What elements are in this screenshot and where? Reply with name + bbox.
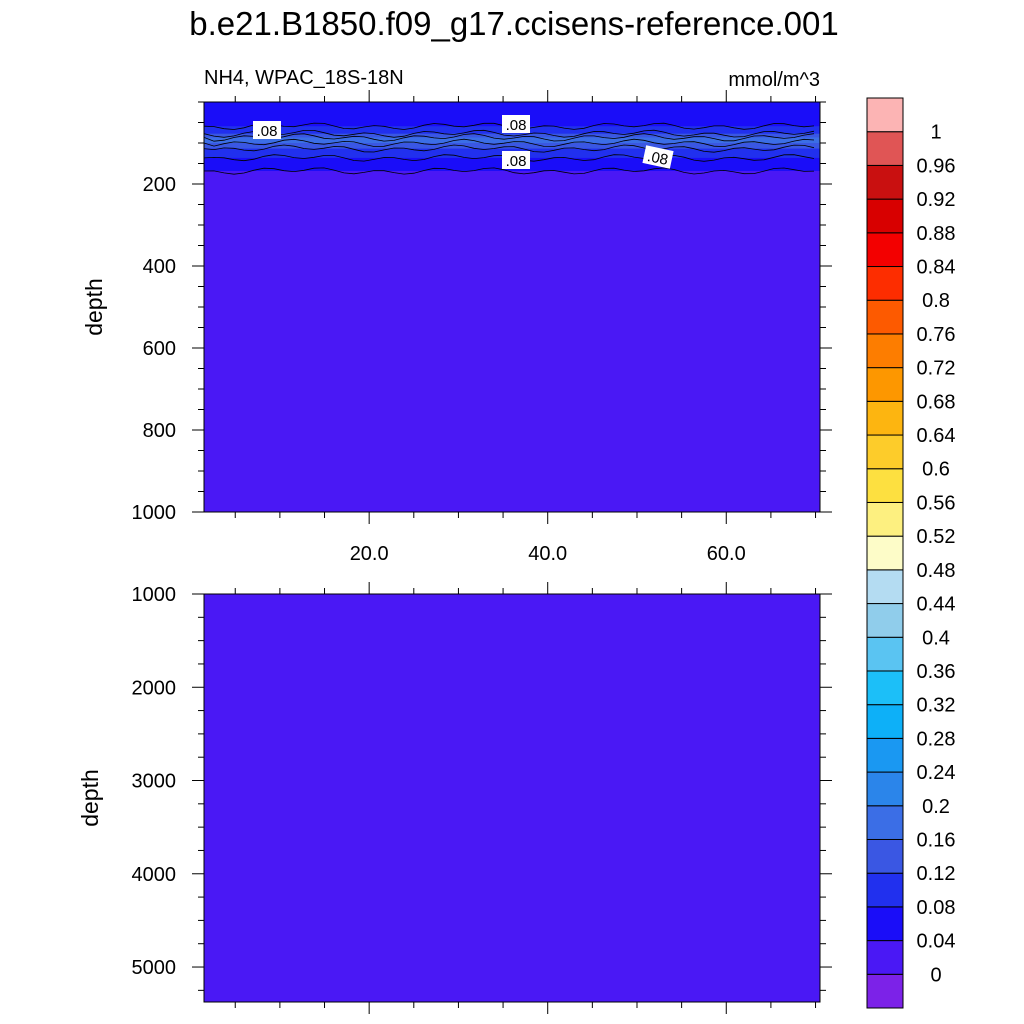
colorbar-label: 0.2: [922, 796, 950, 818]
upper-y-axis-label: depth: [81, 278, 107, 336]
contour-label-text: .08: [506, 153, 527, 170]
colorbar-box: [866, 569, 904, 605]
contour-label-text: .08: [257, 123, 278, 140]
colorbar-box: [866, 906, 904, 942]
depth-band: [204, 143, 820, 150]
colorbar-box: [866, 367, 904, 402]
colorbar-box: [866, 670, 904, 706]
y-tick-label: 200: [143, 174, 176, 196]
y-tick-label: 400: [143, 256, 176, 278]
colorbar-box: [866, 164, 904, 200]
y-tick-label: 4000: [132, 864, 177, 886]
contour-label-box: [502, 151, 530, 169]
colorbar-box: [866, 333, 904, 369]
x-tick-label: 60.0: [707, 543, 746, 565]
colorbar-box: [866, 704, 904, 739]
colorbar-box: [866, 232, 904, 268]
contour-label: .08: [502, 151, 530, 170]
lower-y-axis-label: depth: [77, 769, 103, 827]
y-tick-label: 2000: [132, 677, 177, 699]
contour-line: [203, 129, 815, 138]
contour-label-box: [253, 121, 281, 139]
colorbar-box: [866, 636, 904, 672]
chart-title: b.e21.B1850.f09_g17.ccisens-reference.00…: [189, 5, 838, 42]
y-tick-label: 600: [143, 338, 176, 360]
colorbar-box: [866, 400, 904, 436]
colorbar-box: [866, 434, 904, 470]
y-tick-label: 1000: [132, 502, 177, 524]
colorbar-box: [866, 198, 904, 234]
units-label: mmol/m^3: [728, 69, 820, 91]
colorbar-label: 0.36: [917, 661, 956, 683]
contour-line: [203, 144, 815, 153]
colorbar-label: 0.32: [917, 695, 956, 717]
colorbar-box: [866, 535, 904, 571]
contour-label-box: [502, 115, 530, 133]
colorbar-label: 0.72: [917, 358, 956, 380]
colorbar-box: [866, 266, 904, 301]
colorbar-label: 0.8: [922, 290, 950, 312]
colorbar-box: [866, 973, 904, 1009]
colorbar-label: 0.56: [917, 492, 956, 514]
colorbar-box: [866, 872, 904, 908]
lower-panel: 1000 2000 3000 4000 5000: [132, 582, 832, 1014]
y-tick-label: 1000: [132, 584, 177, 606]
colorbar-label: 0: [930, 964, 941, 986]
y-tick-label: 3000: [132, 771, 177, 793]
contour-line: [203, 133, 815, 142]
colorbar-label: 0.92: [917, 189, 956, 211]
colorbar-label: 0.88: [917, 223, 956, 245]
colorbar-label: 0.52: [917, 526, 956, 548]
contour-line: [203, 167, 815, 175]
contour-label: .08: [502, 115, 530, 134]
x-tick-label: 20.0: [350, 543, 389, 565]
colorbar-label: 0.08: [917, 897, 956, 919]
colorbar-box: [866, 468, 904, 503]
colorbar-label: 0.76: [917, 324, 956, 346]
contour-label-text: .08: [506, 117, 527, 134]
upper-panel: .08 .08 .08 .08 200 400 600 800 1000 20.0 40.0 60.0: [132, 90, 832, 565]
depth-band: [204, 170, 820, 513]
colorbar-box: [866, 603, 904, 638]
variable-label: NH4, WPAC_18S-18N: [204, 67, 404, 89]
contour-line: [203, 138, 815, 148]
x-tick-label: 40.0: [528, 543, 567, 565]
colorbar-box: [866, 805, 904, 840]
colorbar-box: [866, 838, 904, 874]
colorbar-box: [866, 771, 904, 807]
depth-band: [204, 594, 820, 1003]
colorbar-label: 0.68: [917, 391, 956, 413]
colorbar-label: 0.6: [922, 459, 950, 481]
y-tick-label: 5000: [132, 957, 177, 979]
colorbar-box: [866, 501, 904, 537]
contour-label-box: [642, 145, 674, 169]
colorbar-label: 0.4: [922, 627, 950, 649]
colorbar-box: [866, 737, 904, 773]
y-tick-label: 800: [143, 420, 176, 442]
contour-label: .08: [642, 145, 674, 169]
colorbar-label: 0.04: [917, 931, 956, 953]
colorbar-label: 0.28: [917, 728, 956, 750]
contour-label: .08: [253, 121, 281, 140]
colorbar-label: 0.96: [917, 155, 956, 177]
colorbar-box: [866, 131, 904, 166]
colorbar-label: 0.12: [917, 863, 956, 885]
contour-label-text: .08: [646, 148, 670, 169]
colorbar-box: [866, 940, 904, 975]
colorbar-label: 0.84: [917, 257, 956, 279]
colorbar-label: 0.48: [917, 560, 956, 582]
colorbar-label: 0.24: [917, 762, 956, 784]
colorbar-label: 0.64: [917, 425, 956, 447]
depth-band: [204, 137, 820, 144]
colorbar-label: 0.44: [917, 594, 956, 616]
colorbar-box: [866, 299, 904, 335]
colorbar: 0 0.04 0.08 0.12 0.16 0.2 0.24 0.28 0.32 0.36 0.4 0…: [866, 97, 956, 1009]
colorbar-label: 0.16: [917, 829, 956, 851]
plot-frame: [203, 593, 821, 1003]
colorbar-label: 1: [930, 122, 941, 144]
colorbar-box: [866, 97, 904, 133]
